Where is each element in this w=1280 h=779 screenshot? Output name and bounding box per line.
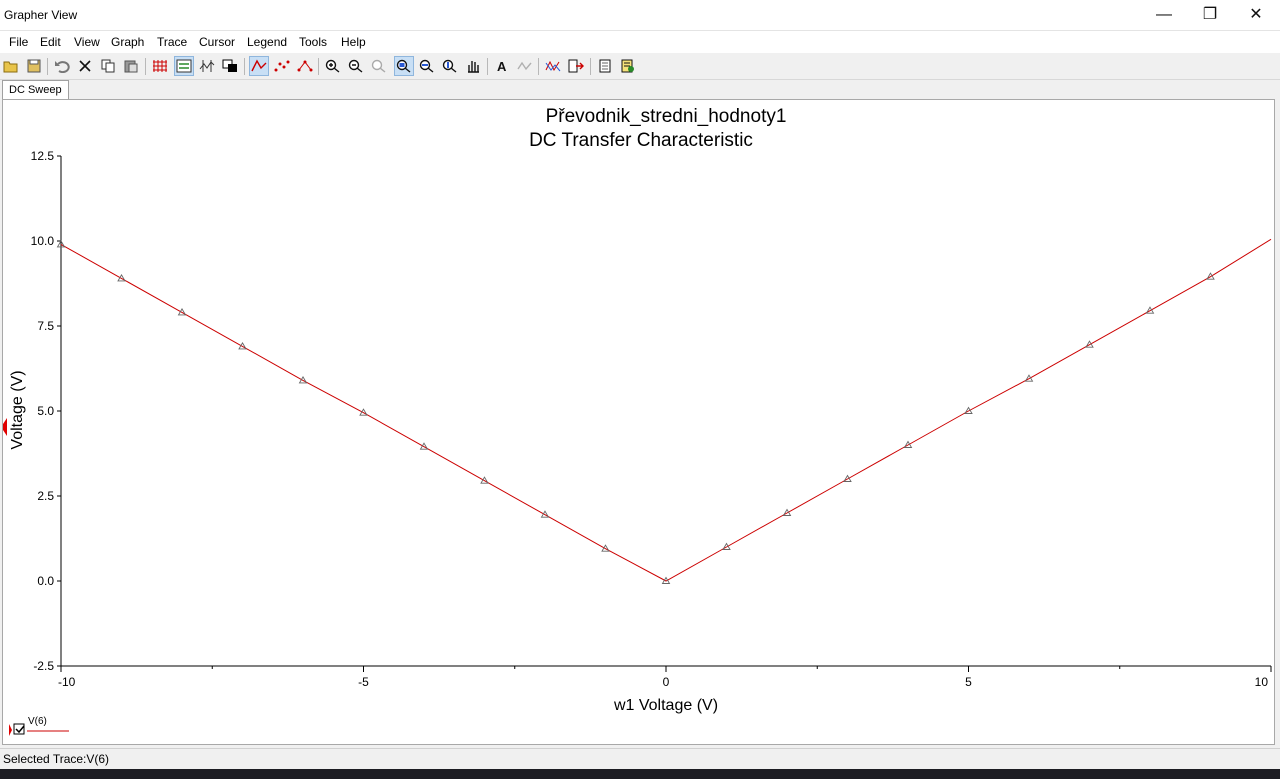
data-point bbox=[480, 476, 489, 484]
y-tick-label: -2.5 bbox=[33, 659, 54, 673]
menu-view[interactable]: View bbox=[74, 35, 100, 49]
maximize-button[interactable]: ❐ bbox=[1202, 6, 1218, 23]
zoom-out-icon[interactable] bbox=[347, 57, 365, 75]
data-point bbox=[964, 406, 973, 414]
x-tick-label: -5 bbox=[358, 675, 369, 689]
data-point bbox=[903, 440, 913, 448]
status-selected-trace: Selected Trace:V(6) bbox=[3, 752, 110, 766]
menu-trace[interactable]: Trace bbox=[157, 35, 188, 49]
x-tick-label: 0 bbox=[663, 675, 670, 689]
open-icon[interactable] bbox=[2, 57, 20, 75]
series-line-v6[interactable] bbox=[60, 238, 1272, 582]
export-data-icon[interactable] bbox=[567, 57, 585, 75]
diff-icon[interactable] bbox=[516, 57, 534, 75]
y-axis-label: Voltage (V) bbox=[9, 370, 26, 449]
data-point bbox=[1145, 306, 1155, 314]
selected-trace-marker[interactable] bbox=[1, 418, 7, 436]
toolbar: A bbox=[0, 54, 1280, 80]
trace-line-points-icon[interactable] bbox=[296, 57, 314, 75]
save-icon[interactable] bbox=[25, 57, 43, 75]
x-tick-label: 10 bbox=[1255, 675, 1269, 689]
y-tick-label: 5.0 bbox=[37, 404, 54, 418]
data-point bbox=[419, 442, 429, 450]
y-tick-label: 10.0 bbox=[31, 234, 55, 248]
legend-checkbox[interactable] bbox=[13, 723, 25, 735]
data-point bbox=[722, 542, 731, 550]
zoom-in-icon[interactable] bbox=[324, 57, 342, 75]
text-icon[interactable]: A bbox=[493, 57, 511, 75]
legend: V(6) bbox=[9, 716, 69, 736]
x-axis-label: w1 Voltage (V) bbox=[613, 697, 718, 714]
paste-icon[interactable] bbox=[122, 57, 140, 75]
menu-cursor[interactable]: Cursor bbox=[199, 35, 236, 49]
menu-help[interactable]: Help bbox=[341, 35, 366, 49]
zoom-area-icon[interactable] bbox=[394, 56, 414, 76]
data-point bbox=[601, 544, 610, 552]
pan-icon[interactable] bbox=[464, 57, 482, 75]
taskbar bbox=[0, 769, 1280, 779]
data-point bbox=[56, 240, 66, 248]
grid-icon[interactable] bbox=[151, 57, 169, 75]
legend-icon[interactable] bbox=[174, 56, 194, 76]
zoom-reset-icon[interactable] bbox=[370, 57, 388, 75]
menu-edit[interactable]: Edit bbox=[40, 35, 61, 49]
y-tick-label: 0.0 bbox=[37, 574, 54, 588]
data-point bbox=[177, 308, 187, 316]
data-point bbox=[298, 376, 308, 384]
cursors-icon[interactable] bbox=[198, 57, 216, 75]
undo-icon[interactable] bbox=[53, 57, 71, 75]
legend-entry-v6: V(6) bbox=[28, 716, 47, 727]
properties-icon[interactable] bbox=[619, 57, 637, 75]
page-setup-icon[interactable] bbox=[596, 57, 614, 75]
y-tick-label: 2.5 bbox=[37, 489, 54, 503]
export-icon[interactable] bbox=[221, 57, 239, 75]
tab-strip: DC Sweep bbox=[0, 80, 1280, 100]
title-bar: Grapher View — ❐ ✕ bbox=[0, 0, 1280, 31]
svg-text:A: A bbox=[497, 59, 507, 73]
data-point bbox=[1206, 272, 1215, 280]
trace-line-icon[interactable] bbox=[249, 56, 269, 76]
zoom-y-icon[interactable] bbox=[441, 57, 459, 75]
overlay-icon[interactable] bbox=[544, 57, 562, 75]
y-tick-label: 12.5 bbox=[31, 149, 55, 163]
data-point bbox=[117, 274, 126, 282]
status-bar: Selected Trace:V(6) bbox=[0, 748, 1280, 768]
menu-file[interactable]: File bbox=[9, 35, 29, 49]
data-point bbox=[782, 508, 792, 516]
cut-icon[interactable] bbox=[76, 57, 94, 75]
data-point bbox=[359, 408, 368, 416]
x-tick-label: 5 bbox=[965, 675, 972, 689]
data-point bbox=[540, 510, 550, 518]
menu-legend[interactable]: Legend bbox=[247, 35, 288, 49]
y-tick-label: 7.5 bbox=[37, 319, 54, 333]
data-point bbox=[843, 474, 852, 482]
x-tick-label: -10 bbox=[58, 675, 76, 689]
tab-dc-sweep[interactable]: DC Sweep bbox=[2, 80, 69, 100]
minimize-button[interactable]: — bbox=[1156, 6, 1172, 23]
menu-graph[interactable]: Graph bbox=[111, 35, 145, 49]
plot-panel: Převodnik_stredni_hodnoty1 DC Transfer C… bbox=[1, 99, 1275, 745]
data-point bbox=[238, 342, 247, 350]
window-title: Grapher View bbox=[4, 8, 78, 22]
chart-subtitle: DC Transfer Characteristic bbox=[529, 130, 753, 151]
trace-points-icon[interactable] bbox=[273, 57, 291, 75]
copy-icon[interactable] bbox=[99, 57, 117, 75]
menu-bar: File Edit View Graph Trace Cursor Legend… bbox=[0, 31, 1280, 53]
menu-tools[interactable]: Tools bbox=[299, 35, 328, 49]
data-point bbox=[1085, 340, 1094, 348]
data-point bbox=[661, 576, 671, 584]
close-button[interactable]: ✕ bbox=[1249, 6, 1263, 23]
chart-title: Převodnik_stredni_hodnoty1 bbox=[546, 106, 787, 127]
zoom-x-icon[interactable] bbox=[418, 57, 436, 75]
dc-transfer-chart[interactable]: Převodnik_stredni_hodnoty1 DC Transfer C… bbox=[1, 100, 1274, 744]
data-point bbox=[1024, 374, 1034, 382]
